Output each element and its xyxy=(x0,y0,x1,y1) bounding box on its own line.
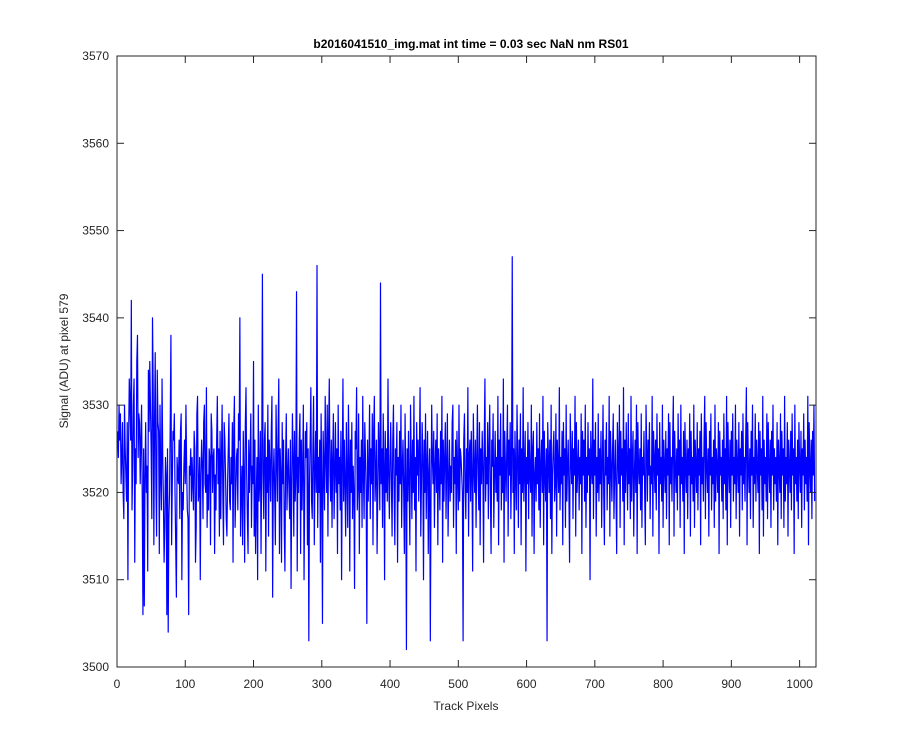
x-tick-label: 100 xyxy=(175,677,195,691)
axes-box xyxy=(116,55,817,668)
x-tick-label: 700 xyxy=(585,677,605,691)
y-tick-label: 3510 xyxy=(82,573,109,587)
y-tick-label: 3560 xyxy=(82,136,109,150)
x-tick-label: 600 xyxy=(517,677,537,691)
chart-title: b2016041510_img.mat int time = 0.03 sec … xyxy=(313,37,628,51)
y-tick-label: 3530 xyxy=(82,398,109,412)
x-tick-label: 200 xyxy=(244,677,264,691)
y-axis-label: Signal (ADU) at pixel 579 xyxy=(57,293,71,428)
x-axis-label: Track Pixels xyxy=(434,699,499,713)
y-tick-label: 3500 xyxy=(82,660,109,674)
x-tick-label: 800 xyxy=(653,677,673,691)
x-tick-label: 0 xyxy=(114,677,121,691)
x-tick-label: 500 xyxy=(448,677,468,691)
y-tick-label: 3520 xyxy=(82,485,109,499)
x-tick-label: 1000 xyxy=(786,677,813,691)
y-tick-label: 3540 xyxy=(82,311,109,325)
x-tick-label: 400 xyxy=(380,677,400,691)
series-line xyxy=(117,256,816,651)
plot-area xyxy=(116,55,817,668)
x-tick-label: 300 xyxy=(312,677,332,691)
y-axis: 3500 3510 3520 3530 3540 3550 3560 3570 xyxy=(82,49,816,674)
x-tick-label: 900 xyxy=(721,677,741,691)
data-layer xyxy=(117,256,816,651)
y-tick-label: 3570 xyxy=(82,49,109,63)
y-tick-label: 3550 xyxy=(82,224,109,238)
axes-background xyxy=(117,56,816,667)
x-axis: 0 100 200 300 400 500 600 700 800 900 1000 xyxy=(114,56,813,691)
